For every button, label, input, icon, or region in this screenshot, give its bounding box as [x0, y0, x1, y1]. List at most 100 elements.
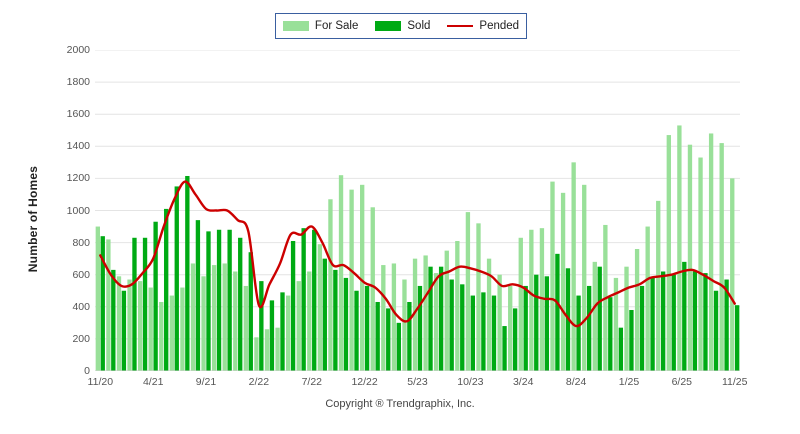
for-sale-bar [677, 125, 682, 371]
y-axis-ticks: 0 200 400 600 800 1000 1200 1400 1600 1800 2000 [45, 45, 90, 377]
for-sale-bar [338, 175, 344, 371]
for-sale-bar [349, 189, 354, 371]
x-tick-label: 10/23 [457, 376, 484, 388]
y-tick-label: 0 [84, 365, 90, 377]
for-sale-bar [381, 265, 386, 371]
sold-bar [396, 322, 401, 371]
for-sale-bar [233, 271, 238, 371]
sold-bar [290, 241, 296, 371]
y-tick-label: 400 [72, 300, 90, 313]
sold-bar [682, 261, 687, 371]
for-sale-bar [613, 277, 619, 371]
sold-bar [692, 271, 698, 371]
sold-bar [608, 297, 613, 371]
for-sale-bar [508, 285, 513, 371]
sold-bar [386, 308, 391, 371]
legend-item-sold[interactable]: Sold [375, 20, 430, 32]
for-sale-bar [624, 266, 629, 371]
sold-bar [618, 327, 624, 371]
for-sale-bar [687, 144, 693, 371]
sold-bar [735, 305, 740, 371]
for-sale-bar [592, 261, 597, 371]
pended-line [99, 180, 736, 328]
sold-bar [132, 237, 137, 371]
for-sale-bar [360, 184, 365, 371]
sold-bar [259, 281, 264, 371]
x-tick-label: 7/22 [301, 376, 323, 388]
for-sale-bar [106, 239, 111, 371]
y-tick-label: 1600 [66, 108, 90, 121]
sold-bar [460, 284, 465, 371]
for-sale-bar [708, 133, 714, 371]
y-tick-label: 2000 [66, 44, 90, 56]
for-sale-bar [634, 249, 640, 371]
y-axis-title: Number of Homes [26, 165, 40, 273]
legend-label-sold: Sold [407, 20, 431, 32]
x-tick-label: 2/22 [248, 376, 270, 388]
y-tick-label: 1800 [66, 76, 90, 89]
x-axis-ticks: 11/20 4/21 9/21 2/22 7/22 12/22 5/23 10/23 3/24 8… [88, 374, 748, 390]
for-sale-bar [211, 265, 217, 371]
sold-bar [312, 229, 317, 371]
sold-bar [174, 186, 179, 371]
sold-bar [629, 310, 634, 371]
for-sale-bar [201, 276, 206, 371]
for-sale-bar [486, 258, 492, 371]
sold-bar [703, 273, 708, 371]
for-sale-bar [656, 200, 661, 371]
plot-area [95, 50, 740, 371]
for-sale-bar [719, 143, 724, 371]
sold-bar [555, 253, 560, 371]
for-sale-bar [264, 329, 270, 371]
sold-bar [185, 175, 190, 371]
sold-bar [333, 269, 338, 371]
sold-bar [597, 266, 602, 371]
sold-bar [713, 290, 719, 371]
for-sale-bar [275, 327, 280, 371]
sold-swatch-icon [375, 21, 402, 31]
for-sale-bar [296, 281, 301, 371]
sold-bar [671, 274, 676, 371]
for-sale-bar [285, 295, 291, 371]
y-tick-label: 600 [72, 268, 90, 281]
sold-bar [491, 295, 497, 371]
for-sale-bar [412, 258, 418, 371]
sold-bar [121, 290, 127, 371]
sold-bar [301, 228, 306, 371]
sold-bar [502, 326, 507, 371]
sold-bar [227, 229, 232, 371]
for-sale-bar [539, 228, 545, 371]
sold-bar [153, 221, 158, 371]
pended-line-icon [447, 25, 474, 27]
legend-label-pended: Pended [479, 20, 520, 32]
for-sale-bar [180, 287, 185, 371]
sold-bar [343, 277, 349, 371]
for-sale-bar [243, 285, 249, 371]
sold-bar [470, 295, 475, 371]
for-sale-bar [95, 226, 100, 371]
legend-item-for-sale[interactable]: For Sale [282, 20, 358, 32]
sold-bar [512, 308, 518, 371]
sold-bar [407, 301, 412, 371]
y-tick-label: 200 [72, 332, 90, 345]
y-tick-label: 800 [72, 236, 90, 249]
sold-bar [481, 292, 486, 371]
sold-bar [650, 277, 655, 371]
x-tick-label: 5/23 [407, 376, 428, 388]
for-sale-bar [434, 273, 439, 371]
for-sale-bar [254, 337, 259, 371]
for-sale-swatch-icon [282, 21, 309, 31]
legend-item-pended[interactable]: Pended [447, 20, 519, 32]
for-sale-bar [582, 184, 587, 371]
for-sale-bar [529, 229, 534, 371]
for-sale-bar [476, 223, 481, 371]
sold-bar [544, 276, 550, 371]
for-sale-bar [159, 301, 164, 371]
sold-bar [639, 285, 645, 371]
for-sale-bar [666, 135, 671, 371]
for-sale-bar [370, 207, 375, 371]
plot-svg [95, 50, 740, 371]
for-sale-bar [190, 263, 196, 371]
x-tick-label: 9/21 [195, 376, 217, 388]
